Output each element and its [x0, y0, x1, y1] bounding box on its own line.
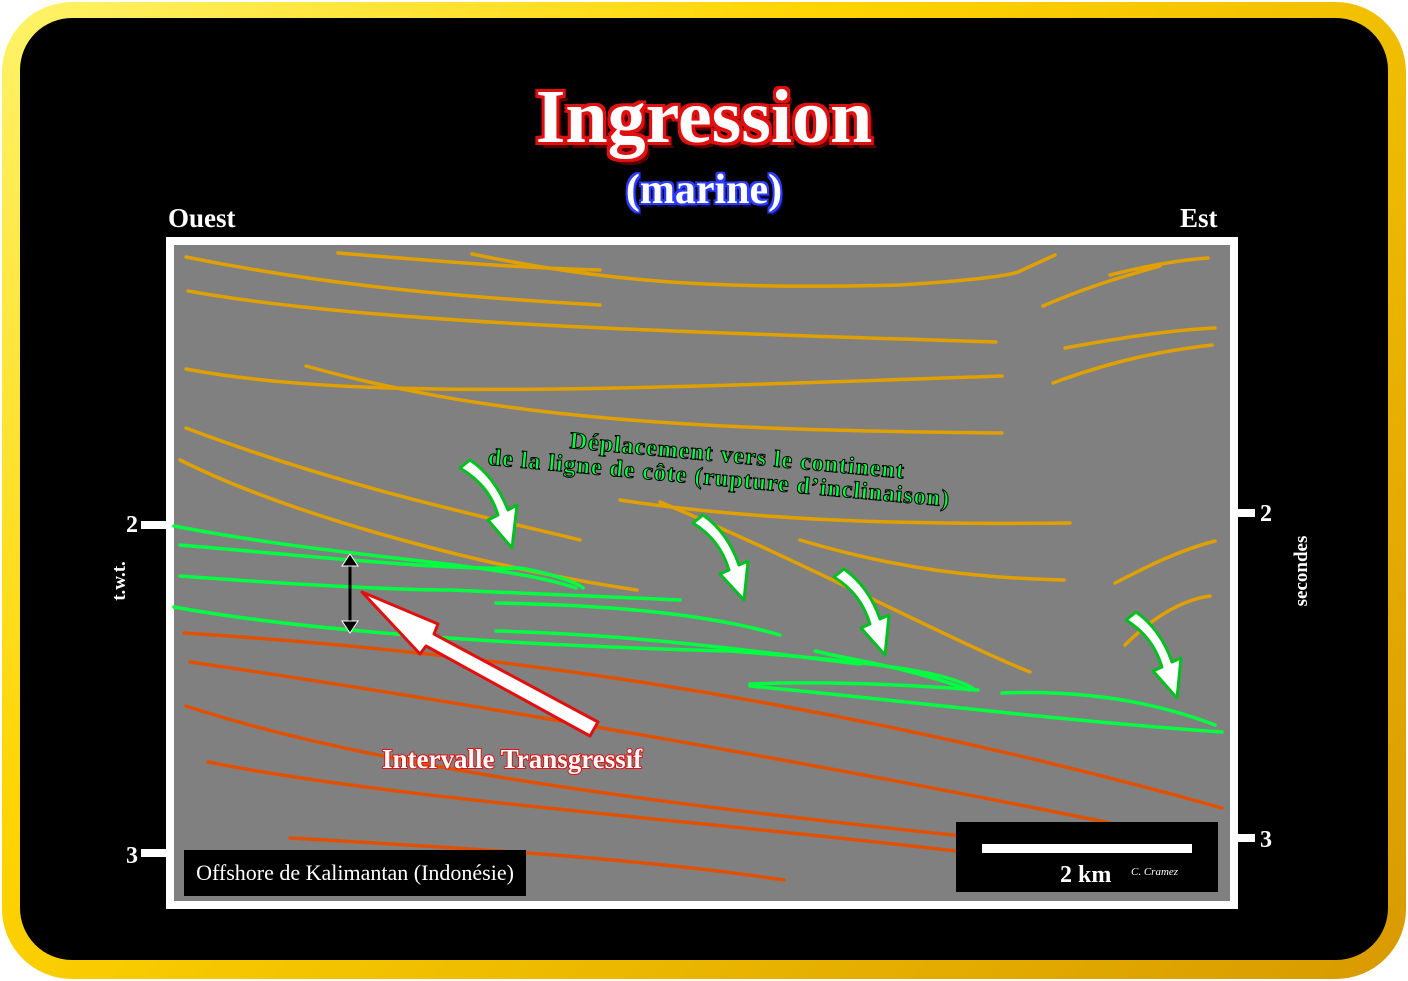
- scale-bar: [982, 844, 1192, 853]
- tick-mark-left-2: [141, 521, 168, 529]
- lower-reflectors: [182, 631, 1224, 882]
- slide-subtitle: (marine): [625, 167, 783, 213]
- reflector: [748, 684, 1224, 734]
- reflector: [1113, 539, 1217, 585]
- reflector: [172, 605, 977, 692]
- scale-box: 2 km C. Cramez: [956, 822, 1218, 892]
- left-axis-label: t.w.t.: [109, 561, 130, 601]
- curved-arrow-icon: [1124, 610, 1183, 700]
- reflector: [336, 251, 602, 272]
- interval-thickness-arrow: [341, 553, 359, 634]
- transgressive-reflectors: [172, 524, 1224, 734]
- reflector: [1051, 343, 1214, 385]
- reflector: [1108, 256, 1210, 277]
- reflector: [186, 289, 998, 344]
- shoreline-shift-arrows: [458, 458, 1183, 700]
- right-tick-3: 3: [1260, 827, 1272, 853]
- reflector: [178, 543, 585, 590]
- reflector: [184, 426, 582, 542]
- location-label: Offshore de Kalimantan (Indonésie): [184, 850, 526, 896]
- reflector: [172, 524, 578, 590]
- scale-label: 2 km: [1060, 862, 1112, 888]
- reflector: [184, 367, 1004, 392]
- reflector: [798, 538, 1066, 582]
- reflector: [206, 760, 992, 857]
- curved-arrow-icon: [832, 567, 891, 657]
- left-tick-3: 3: [126, 843, 138, 869]
- reflector: [813, 649, 972, 692]
- arrow-head-down-icon: [341, 620, 359, 634]
- left-tick-2: 2: [126, 512, 138, 538]
- reflector: [494, 601, 782, 637]
- reflector: [188, 660, 1112, 825]
- right-tick-2: 2: [1260, 501, 1272, 527]
- right-axis-label: secondes: [1291, 535, 1312, 607]
- reflector: [1123, 594, 1212, 647]
- reflector: [184, 255, 602, 307]
- reflector: [178, 574, 682, 602]
- west-label: Ouest: [168, 203, 236, 233]
- tick-mark-right-2: [1237, 509, 1255, 517]
- transgressive-pointer-arrow-icon: [360, 590, 600, 738]
- reflector: [288, 836, 786, 882]
- transgressive-interval-label: Intervalle Transgressif: [382, 744, 643, 774]
- author-credit: C. Cramez: [1131, 866, 1179, 878]
- curved-arrow-icon: [691, 513, 750, 602]
- reflector: [470, 252, 1057, 288]
- tick-mark-right-3: [1237, 834, 1255, 842]
- arrow-head-up-icon: [341, 553, 359, 567]
- reflector: [494, 629, 862, 666]
- slide-title: Ingression: [535, 75, 873, 159]
- reflector: [748, 681, 980, 692]
- reflector: [184, 704, 1052, 847]
- section-background: [174, 245, 1230, 901]
- reflector: [304, 364, 1004, 435]
- reflector: [178, 458, 639, 592]
- tick-mark-left-3: [141, 849, 168, 857]
- reflector: [1041, 264, 1162, 308]
- east-label: Est: [1180, 203, 1218, 233]
- reflector: [1063, 326, 1217, 350]
- curved-arrow-icon: [458, 458, 519, 550]
- reflector: [182, 631, 1224, 810]
- reflector: [1000, 690, 1217, 727]
